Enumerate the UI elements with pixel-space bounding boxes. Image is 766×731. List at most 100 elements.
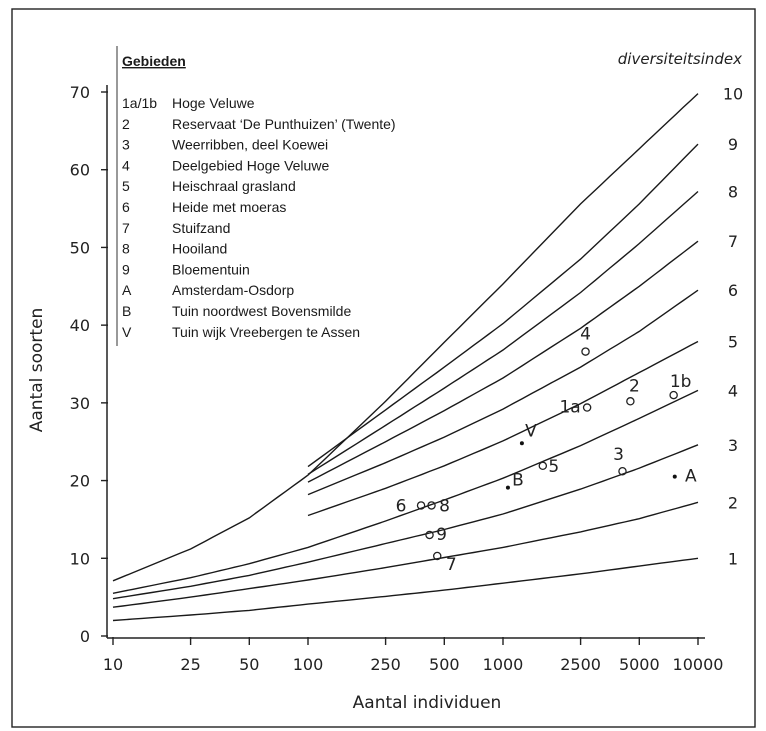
- y-tick-label: 60: [70, 161, 90, 180]
- point-label-B: B: [512, 471, 524, 491]
- point-marker-2: [626, 397, 635, 406]
- legend: Gebieden 1a/1b Hoge Veluwe 2 Reservaat ‘De …: [116, 46, 396, 346]
- x-tick-group: 10 25 50 100 250 500 1000 2500 5000 10000: [103, 637, 724, 674]
- series-line-1: [112, 557, 699, 622]
- legend-label: Deelgebied Hoge Veluwe: [172, 157, 329, 173]
- point-marker-7: [432, 551, 442, 561]
- series-label-8: 8: [728, 182, 738, 201]
- right-axis-title: diversiteitsindex: [618, 50, 742, 68]
- y-tick-label: 0: [80, 627, 90, 646]
- series-label-3: 3: [728, 436, 738, 455]
- y-tick-label: 20: [70, 472, 90, 491]
- legend-code: V: [122, 324, 132, 340]
- legend-label: Hoge Veluwe: [172, 95, 255, 111]
- legend-label: Weerribben, deel Koewei: [172, 137, 328, 153]
- point-label-9: 9: [436, 525, 447, 545]
- legend-label: Hooiland: [172, 241, 227, 257]
- legend-code: A: [122, 282, 132, 298]
- series-label-1: 1: [728, 549, 738, 568]
- point-label-2: 2: [629, 376, 640, 396]
- legend-label: Bloementuin: [172, 261, 250, 277]
- y-tick-label: 30: [70, 394, 90, 413]
- x-axis-title: Aantal individuen: [353, 693, 502, 713]
- legend-code: 4: [122, 157, 130, 173]
- legend-code: 3: [122, 137, 130, 153]
- y-tick-group: 0 10 20 30 40 50 60 70: [70, 83, 108, 646]
- x-tick-label: 25: [180, 655, 200, 674]
- x-tick-label: 500: [429, 655, 460, 674]
- x-tick-label: 1000: [483, 655, 524, 674]
- point-label-8: 8: [439, 496, 450, 516]
- point-label-1b: 1b: [670, 372, 692, 392]
- outer-frame: [11, 8, 756, 728]
- point-marker-6: [416, 501, 426, 510]
- series-line-9: [307, 143, 699, 468]
- x-tick-label: 2500: [560, 655, 601, 674]
- legend-code: 1a/1b: [122, 95, 157, 111]
- y-axis-title: Aantal soorten: [27, 308, 47, 433]
- point-marker-1b: [669, 390, 678, 400]
- point-marker-3: [618, 466, 627, 476]
- legend-code: 7: [122, 220, 130, 236]
- series-label-9: 9: [728, 135, 738, 154]
- legend-title: Gebieden: [122, 53, 186, 69]
- y-tick-label: 50: [70, 238, 90, 257]
- series-label-2: 2: [728, 493, 738, 512]
- legend-code: B: [122, 303, 131, 319]
- x-tick-label: 10: [103, 655, 123, 674]
- point-marker-1a: [582, 403, 592, 412]
- point-marker-A: [672, 474, 677, 479]
- point-marker-4: [581, 347, 590, 356]
- point-marker-5: [538, 461, 548, 471]
- legend-code: 9: [122, 261, 130, 277]
- point-marker-V: [519, 441, 524, 446]
- x-tick-label: 100: [293, 655, 324, 674]
- x-tick-label: 10000: [673, 655, 724, 674]
- point-label-3: 3: [613, 445, 624, 465]
- y-tick-label: 10: [70, 549, 90, 568]
- point-marker-B: [505, 485, 510, 490]
- series-lines: [112, 93, 699, 622]
- legend-label: Tuin noordwest Bovensmilde: [172, 303, 351, 319]
- series-line-6: [307, 289, 699, 496]
- point-marker-9: [425, 530, 434, 540]
- legend-label: Reservaat ‘De Punthuizen’ (Twente): [172, 116, 396, 132]
- legend-label: Heide met moeras: [172, 199, 286, 215]
- series-label-5: 5: [728, 332, 738, 351]
- series-line-7: [307, 240, 699, 483]
- series-line-8: [307, 190, 699, 475]
- legend-label: Heischraal grasland: [172, 178, 296, 194]
- series-label-7: 7: [728, 232, 738, 251]
- point-label-7: 7: [446, 555, 457, 575]
- series-label-10: 10: [723, 85, 743, 104]
- point-label-6: 6: [396, 496, 407, 516]
- series-labels: 1 2 3 4 5 6 7 8 9 10: [723, 85, 743, 569]
- point-label-1a: 1a: [559, 398, 580, 418]
- series-line-2: [112, 501, 699, 608]
- x-tick-label: 250: [370, 655, 401, 674]
- legend-label: Amsterdam-Osdorp: [172, 282, 294, 298]
- series-label-6: 6: [728, 281, 738, 300]
- series-label-4: 4: [728, 381, 738, 400]
- x-tick-label: 5000: [619, 655, 660, 674]
- legend-entries: 1a/1b Hoge Veluwe 2 Reservaat ‘De Punthuize…: [122, 95, 396, 340]
- legend-code: 2: [122, 116, 130, 132]
- legend-label: Tuin wijk Vreebergen te Assen: [172, 324, 360, 340]
- point-label-5: 5: [548, 457, 559, 477]
- series-line-3: [112, 444, 699, 600]
- legend-code: 5: [122, 178, 130, 194]
- y-tick-label: 70: [70, 83, 90, 102]
- legend-code: 8: [122, 241, 130, 257]
- point-marker-8: [427, 501, 436, 510]
- point-label-4: 4: [580, 325, 591, 345]
- point-label-A: A: [685, 467, 697, 487]
- data-points: 1a 1b 2 3 4 5 6 7 8 9 A B V: [396, 325, 697, 575]
- y-tick-label: 40: [70, 316, 90, 335]
- series-line-4: [112, 389, 699, 594]
- legend-code: 6: [122, 199, 130, 215]
- x-tick-label: 50: [239, 655, 259, 674]
- series-line-10: [112, 93, 699, 582]
- legend-label: Stuifzand: [172, 220, 230, 236]
- series-line-5: [307, 340, 699, 517]
